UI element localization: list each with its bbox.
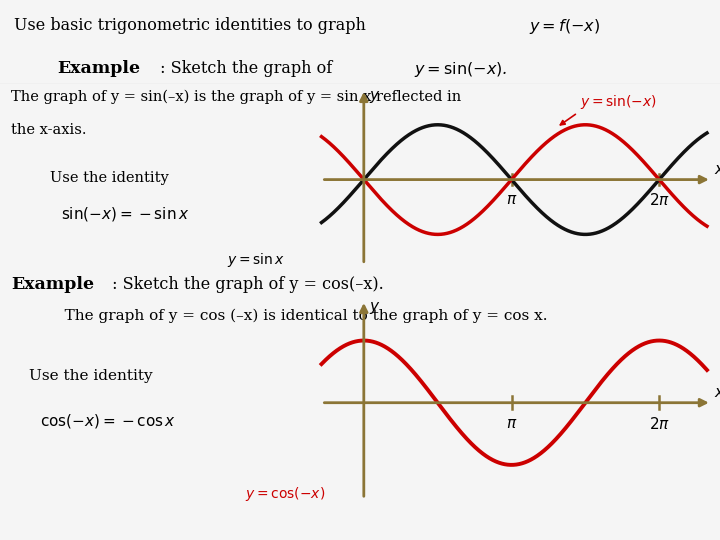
Text: $2\pi$: $2\pi$ (649, 416, 670, 433)
Text: $\cos(-x) = -\cos x$: $\cos(-x) = -\cos x$ (40, 411, 176, 430)
Text: $\pi$: $\pi$ (506, 192, 517, 207)
Text: $y = \sin(-x)$: $y = \sin(-x)$ (580, 93, 657, 111)
Text: $y$: $y$ (369, 89, 381, 105)
Text: $y = \cos(-x)$: $y = \cos(-x)$ (245, 485, 325, 503)
Text: : Sketch the graph of y = cos(–x).: : Sketch the graph of y = cos(–x). (107, 276, 383, 293)
Text: Use the identity: Use the identity (50, 171, 169, 185)
Text: the x-axis.: the x-axis. (11, 123, 86, 137)
Text: $x$: $x$ (714, 162, 720, 177)
Text: $y = \sin(-x)$.: $y = \sin(-x)$. (414, 60, 508, 79)
Text: : Sketch the graph of: : Sketch the graph of (155, 60, 337, 77)
Text: $2\pi$: $2\pi$ (649, 192, 670, 208)
Text: $\sin(-x) = -\sin x$: $\sin(-x) = -\sin x$ (61, 205, 189, 223)
Text: $\pi$: $\pi$ (506, 416, 517, 431)
Text: Use the identity: Use the identity (29, 369, 153, 383)
Text: The graph of y = sin(–x) is the graph of y = sin x reflected in: The graph of y = sin(–x) is the graph of… (11, 89, 461, 104)
Text: $y = f(-x)$: $y = f(-x)$ (529, 17, 600, 36)
Text: Example: Example (58, 60, 140, 77)
Text: $y = \sin x$: $y = \sin x$ (227, 252, 285, 269)
Text: Example: Example (11, 276, 94, 293)
Text: $x$: $x$ (714, 384, 720, 400)
Text: The graph of y = cos (–x) is identical to the graph of y = cos x.: The graph of y = cos (–x) is identical t… (50, 308, 548, 323)
Text: Use basic trigonometric identities to graph: Use basic trigonometric identities to gr… (14, 17, 372, 33)
Text: $y$: $y$ (369, 300, 381, 316)
